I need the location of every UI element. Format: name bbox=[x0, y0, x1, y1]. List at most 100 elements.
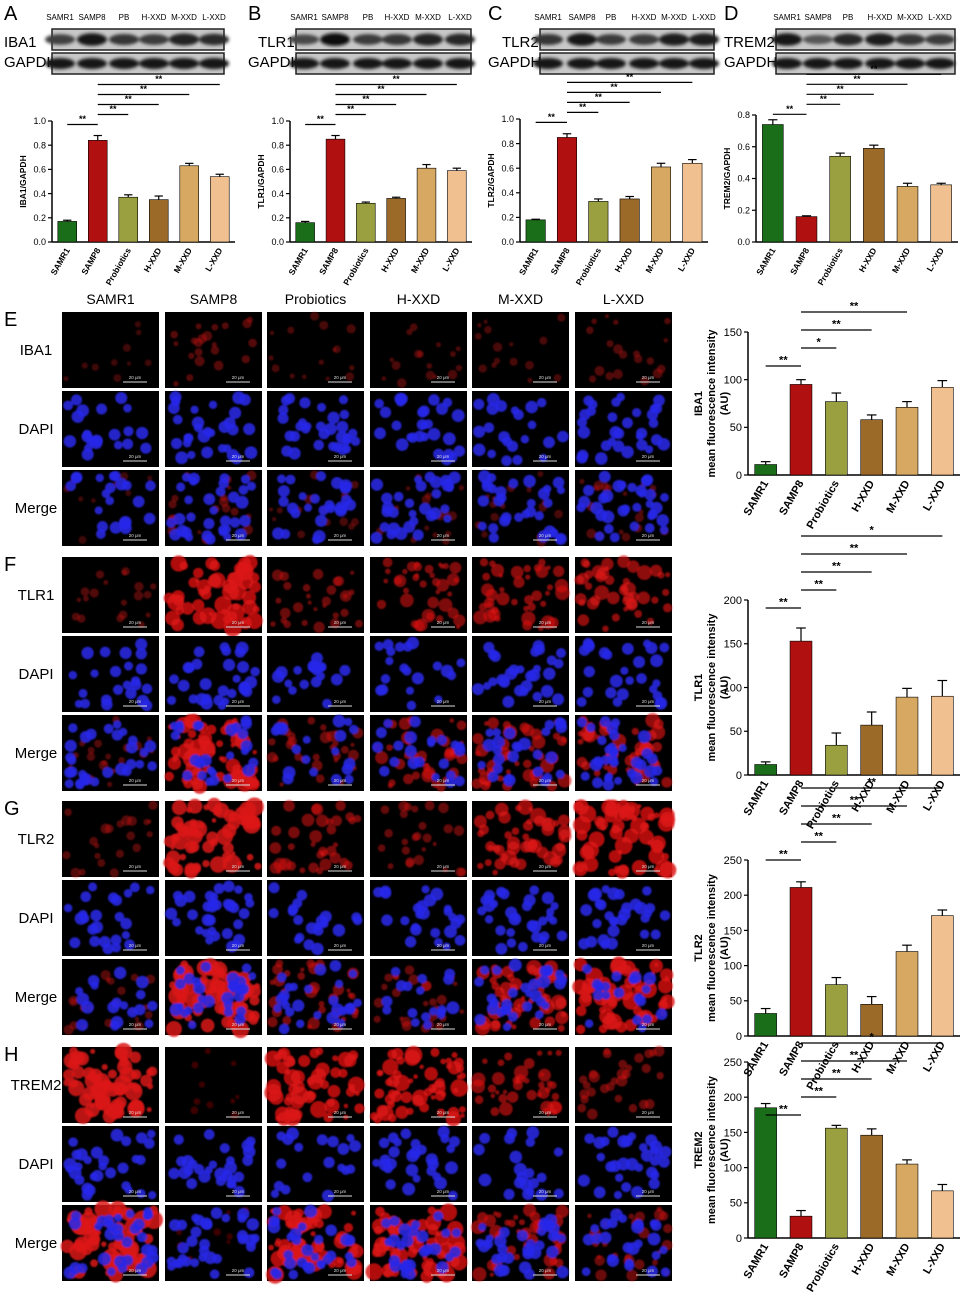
red-signal-dot bbox=[593, 769, 601, 777]
red-signal-dot bbox=[428, 1083, 437, 1093]
nucleus-dot bbox=[508, 478, 519, 489]
red-signal-dot bbox=[227, 611, 238, 622]
nucleus-dot bbox=[640, 1149, 654, 1162]
red-signal-dot bbox=[266, 751, 278, 763]
red-signal-dot bbox=[307, 1090, 314, 1096]
red-signal-dot bbox=[223, 618, 242, 637]
nucleus-dot bbox=[534, 1010, 544, 1020]
row-label: Merge bbox=[15, 500, 58, 517]
nucleus-dot bbox=[425, 510, 437, 522]
nucleus-dot bbox=[318, 428, 330, 440]
x-tick-label: M-XXD bbox=[884, 1039, 912, 1076]
bar-m-xxd bbox=[895, 407, 919, 476]
red-signal-dot bbox=[628, 1213, 635, 1220]
nucleus-dot bbox=[556, 930, 568, 942]
red-signal-dot bbox=[310, 841, 316, 847]
nucleus-dot bbox=[120, 1135, 132, 1147]
red-signal-dot bbox=[287, 1055, 294, 1062]
nucleus-dot bbox=[277, 412, 289, 424]
red-signal-dot bbox=[513, 576, 525, 588]
red-signal-dot bbox=[283, 800, 295, 812]
y-tick-label: 200 bbox=[724, 595, 742, 607]
nucleus-dot bbox=[653, 394, 665, 407]
red-signal-dot bbox=[456, 1074, 462, 1080]
red-signal-dot bbox=[97, 858, 106, 867]
nucleus-dot bbox=[483, 889, 496, 902]
nucleus-dot bbox=[106, 1221, 118, 1233]
nucleus-dot bbox=[650, 654, 663, 668]
red-signal-dot bbox=[450, 1253, 468, 1271]
nucleus-dot bbox=[226, 972, 240, 986]
scale-bar-label: 20 μm bbox=[129, 943, 142, 948]
nucleus-dot bbox=[134, 1004, 146, 1016]
red-signal-dot bbox=[661, 776, 673, 788]
red-signal-dot bbox=[193, 1098, 201, 1105]
nucleus-dot bbox=[327, 411, 340, 424]
red-signal-dot bbox=[496, 592, 510, 606]
nucleus-dot bbox=[81, 646, 94, 660]
red-signal-dot bbox=[640, 806, 655, 821]
nucleus-dot bbox=[331, 476, 344, 490]
nucleus-dot bbox=[632, 502, 642, 512]
blot-loading-label: GAPDH bbox=[248, 54, 301, 71]
nucleus-dot bbox=[187, 1020, 197, 1030]
red-signal-dot bbox=[459, 1106, 466, 1113]
nucleus-dot bbox=[190, 1258, 200, 1268]
scale-bar-label: 20 μm bbox=[437, 375, 450, 380]
nucleus-dot bbox=[445, 1252, 454, 1262]
nucleus-dot bbox=[147, 1191, 157, 1200]
nucleus-dot bbox=[523, 474, 536, 488]
nucleus-dot bbox=[221, 646, 232, 657]
red-signal-dot bbox=[127, 1099, 145, 1118]
red-signal-dot bbox=[614, 1094, 623, 1103]
nucleus-dot bbox=[381, 995, 393, 1007]
red-signal-dot bbox=[654, 962, 659, 967]
fluorescence-signal bbox=[60, 1200, 163, 1283]
red-signal-dot bbox=[498, 573, 504, 578]
nucleus-dot bbox=[203, 493, 216, 506]
nucleus-dot bbox=[289, 1228, 302, 1241]
scale-bar-label: 20 μm bbox=[232, 699, 245, 704]
fluorescence-signal bbox=[576, 392, 671, 465]
fluorescence-signal bbox=[266, 1204, 364, 1284]
red-signal-dot bbox=[206, 797, 222, 813]
nucleus-dot bbox=[485, 728, 494, 738]
red-signal-dot bbox=[222, 854, 242, 873]
micrograph-tile: 20 μm bbox=[267, 1126, 364, 1202]
red-signal-dot bbox=[514, 761, 520, 767]
nucleus-dot bbox=[488, 523, 499, 534]
nucleus-dot bbox=[611, 397, 621, 407]
nucleus-dot bbox=[186, 1235, 198, 1247]
nucleus-dot bbox=[614, 1173, 624, 1182]
red-signal-dot bbox=[150, 583, 157, 590]
red-signal-dot bbox=[134, 1016, 140, 1022]
red-signal-dot bbox=[558, 814, 570, 826]
red-signal-dot bbox=[333, 1256, 345, 1268]
nucleus-dot bbox=[503, 727, 516, 740]
nucleus-dot bbox=[621, 445, 634, 459]
nucleus-dot bbox=[409, 716, 421, 728]
red-signal-dot bbox=[578, 805, 597, 823]
bar-m-xxd bbox=[895, 696, 919, 776]
red-signal-dot bbox=[406, 328, 413, 336]
scale-bar-label: 20 μm bbox=[129, 1022, 142, 1027]
micrograph-tile: 20 μm bbox=[267, 880, 364, 956]
red-signal-dot bbox=[210, 346, 220, 355]
red-signal-dot bbox=[653, 719, 664, 730]
red-signal-dot bbox=[119, 1066, 136, 1083]
significance-label: * bbox=[870, 525, 875, 537]
nucleus-dot bbox=[546, 1245, 559, 1259]
nucleus-dot bbox=[177, 1242, 189, 1254]
micrograph-tile: 20 μm bbox=[472, 799, 572, 877]
red-signal-dot bbox=[531, 590, 543, 601]
lane-label: PB bbox=[606, 13, 617, 22]
blot-protein-label: TLR2 bbox=[502, 34, 539, 51]
red-signal-dot bbox=[173, 381, 179, 387]
nucleus-dot bbox=[624, 1260, 635, 1271]
nucleus-dot bbox=[200, 961, 212, 973]
nucleus-dot bbox=[337, 1143, 350, 1155]
nucleus-dot bbox=[607, 412, 618, 423]
red-signal-dot bbox=[200, 1018, 215, 1033]
